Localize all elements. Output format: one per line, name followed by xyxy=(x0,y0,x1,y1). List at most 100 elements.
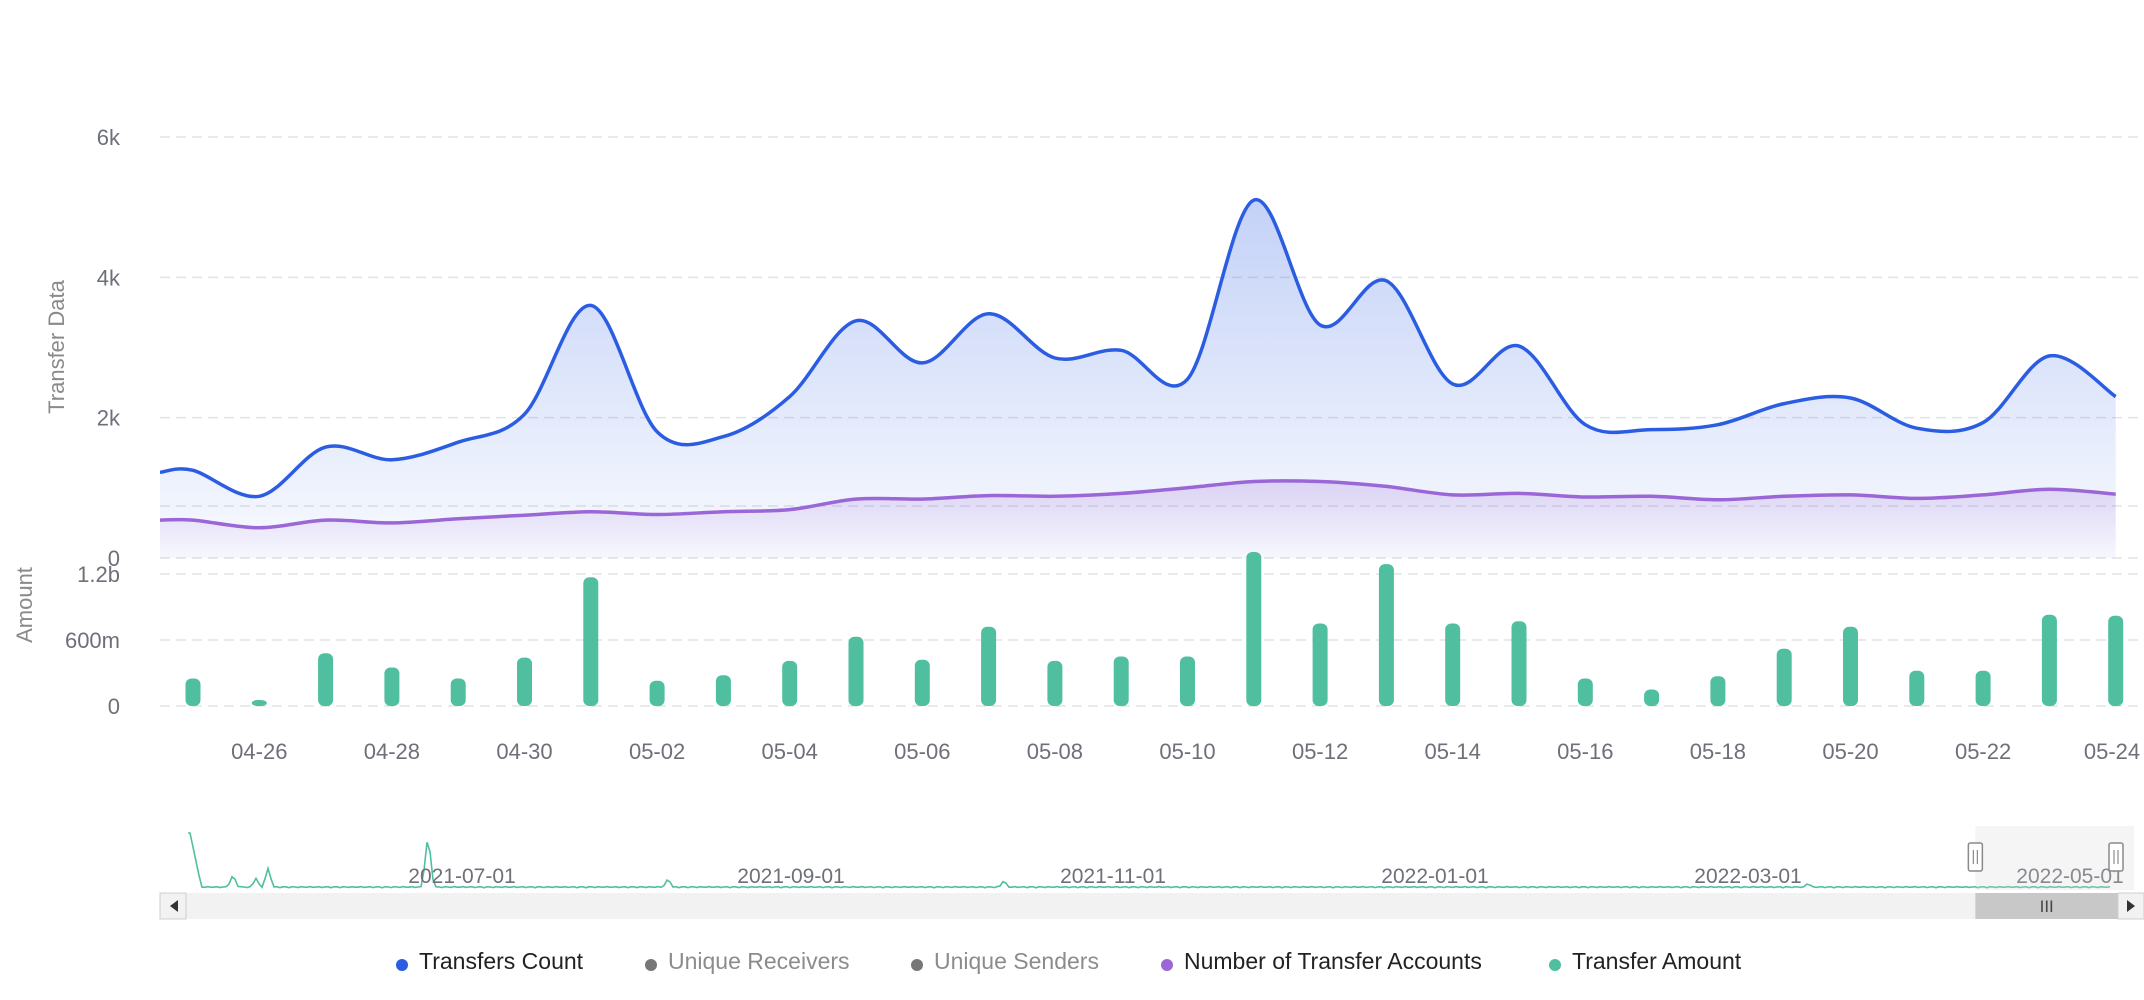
x-tick-label: 05-04 xyxy=(762,739,818,764)
transfer-amount-bar xyxy=(2041,614,2057,706)
transfer-amount-bar xyxy=(185,678,201,706)
transfer-amount-bar xyxy=(318,653,334,706)
transfer-accounts-area xyxy=(160,480,2116,558)
scroll-right-button[interactable] xyxy=(2117,892,2144,920)
bottom-y-tick-label: 1.2b xyxy=(77,562,120,587)
legend-label: Transfers Count xyxy=(419,948,584,974)
x-tick-label: 04-26 xyxy=(231,739,287,764)
transfer-amount-bar xyxy=(1909,670,1925,706)
x-tick-label: 05-24 xyxy=(2084,739,2140,764)
x-tick-label: 05-16 xyxy=(1557,739,1613,764)
legend-label: Transfer Amount xyxy=(1572,948,1742,974)
top-panel-y-axis-title: Transfer Data xyxy=(44,279,69,413)
bottom-panel-grid xyxy=(160,573,2144,707)
transfer-amount-bar xyxy=(450,678,466,706)
bottom-panel-y-axis: 0 600m 1.2b xyxy=(65,562,120,719)
transfer-amount-bar xyxy=(1047,660,1063,706)
legend-item[interactable]: Unique Receivers xyxy=(645,948,850,974)
x-tick-label: 04-30 xyxy=(496,739,552,764)
data-zoom-slider[interactable]: 2021-07-01 2021-09-01 2021-11-01 2022-01-01… xyxy=(159,826,2144,920)
data-zoom-left-handle[interactable] xyxy=(1967,842,1984,872)
data-zoom-date-label: 2022-05-01 xyxy=(2016,865,2123,888)
x-tick-label: 05-02 xyxy=(629,739,685,764)
transfer-amount-bar xyxy=(1511,621,1527,706)
transfer-amount-bar xyxy=(1644,689,1660,706)
bottom-panel-y-axis-title: Amount xyxy=(12,567,37,643)
transfer-amount-bar xyxy=(848,636,864,706)
transfer-amount-bar xyxy=(1843,626,1858,706)
data-zoom-scrollbar[interactable] xyxy=(160,893,2144,919)
handle-grip[interactable] xyxy=(1967,842,1984,872)
x-tick-label: 05-10 xyxy=(1159,739,1215,764)
transfer-amount-bar xyxy=(384,667,400,706)
transfers-count-line xyxy=(160,198,2117,499)
transfer-amount-bar xyxy=(1577,678,1593,706)
transfer-amount-bar xyxy=(981,626,997,706)
bottom-y-tick-label: 0 xyxy=(108,694,120,719)
transfer-amount-bar xyxy=(1776,648,1792,706)
legend-label: Unique Senders xyxy=(934,948,1099,974)
transfer-accounts-line xyxy=(160,479,2116,530)
x-axis: 04-26 04-28 04-30 05-02 05-04 05-06 05-08 05-10… xyxy=(231,739,2140,764)
transfer-amount-bar xyxy=(1445,623,1461,706)
transfer-amount-bar xyxy=(914,659,930,706)
transfers-count-area xyxy=(160,199,2116,558)
legend-marker-icon xyxy=(396,959,408,971)
x-tick-label: 05-14 xyxy=(1425,739,1481,764)
legend-marker-icon xyxy=(1161,959,1173,971)
transfer-amount-bar xyxy=(715,675,731,706)
x-tick-label: 05-22 xyxy=(1955,739,2011,764)
transfer-amount-bar xyxy=(251,700,267,706)
handle-grip[interactable] xyxy=(2108,842,2124,872)
data-zoom-date-label: 2021-07-01 xyxy=(408,865,515,888)
legend-label: Unique Receivers xyxy=(668,948,850,974)
arrow-right-icon xyxy=(2127,900,2135,912)
transfer-amount-bar xyxy=(1113,656,1129,706)
transfer-amount-bar xyxy=(583,577,599,706)
transfer-amount-bar xyxy=(1975,670,1991,706)
transfer-amount-bar xyxy=(782,660,798,706)
arrow-left-icon xyxy=(170,900,178,912)
data-zoom-scrollbar-thumb[interactable] xyxy=(1975,893,2118,919)
top-y-tick-label: 6k xyxy=(97,125,121,150)
legend-item[interactable]: Transfers Count xyxy=(396,948,584,974)
x-tick-label: 04-28 xyxy=(364,739,420,764)
x-tick-label: 05-06 xyxy=(894,739,950,764)
data-zoom-date-label: 2022-01-01 xyxy=(1381,865,1488,888)
data-zoom-right-handle[interactable] xyxy=(2108,842,2124,872)
legend-marker-icon xyxy=(645,959,657,971)
x-tick-label: 05-20 xyxy=(1822,739,1878,764)
legend-item[interactable]: Transfer Amount xyxy=(1549,948,1742,974)
transfer-amount-bar xyxy=(1246,552,1262,706)
top-y-tick-label: 4k xyxy=(97,265,121,290)
legend-marker-icon xyxy=(1549,959,1561,971)
legend-item[interactable]: Number of Transfer Accounts xyxy=(1161,948,1482,974)
data-zoom-track[interactable] xyxy=(160,826,2144,890)
data-zoom-date-label: 2021-09-01 xyxy=(737,865,844,888)
data-zoom-overview-line xyxy=(188,832,2111,889)
x-tick-label: 05-08 xyxy=(1027,739,1083,764)
top-panel-y-axis: 0 2k 4k 6k xyxy=(97,125,121,571)
legend-marker-icon xyxy=(911,959,923,971)
x-tick-label: 05-12 xyxy=(1292,739,1348,764)
data-zoom-selected-window[interactable] xyxy=(1975,826,2135,890)
grip-icon: III xyxy=(2040,897,2054,916)
top-panel-series xyxy=(160,198,2117,558)
transfer-amount-bars xyxy=(185,552,2124,706)
scroll-left-button[interactable] xyxy=(159,892,187,920)
x-tick-label: 05-18 xyxy=(1690,739,1746,764)
top-y-tick-label: 2k xyxy=(97,406,121,431)
transfer-amount-bar xyxy=(1312,623,1328,706)
data-zoom-date-labels: 2021-07-01 2021-09-01 2021-11-01 2022-01-01… xyxy=(408,865,2123,888)
transfer-amount-bar xyxy=(2108,615,2124,706)
legend-label: Number of Transfer Accounts xyxy=(1184,948,1482,974)
transfer-amount-bar xyxy=(649,680,665,706)
transfer-amount-bar xyxy=(1378,564,1394,706)
chart-legend: Transfers Count Unique Receivers Unique Se… xyxy=(396,948,1742,974)
top-y-tick-label: 0 xyxy=(108,546,120,571)
data-zoom-date-label: 2022-03-01 xyxy=(1694,865,1801,888)
legend-item[interactable]: Unique Senders xyxy=(911,948,1099,974)
data-zoom-date-label: 2021-11-01 xyxy=(1060,865,1166,888)
bottom-y-tick-label: 600m xyxy=(65,628,120,653)
